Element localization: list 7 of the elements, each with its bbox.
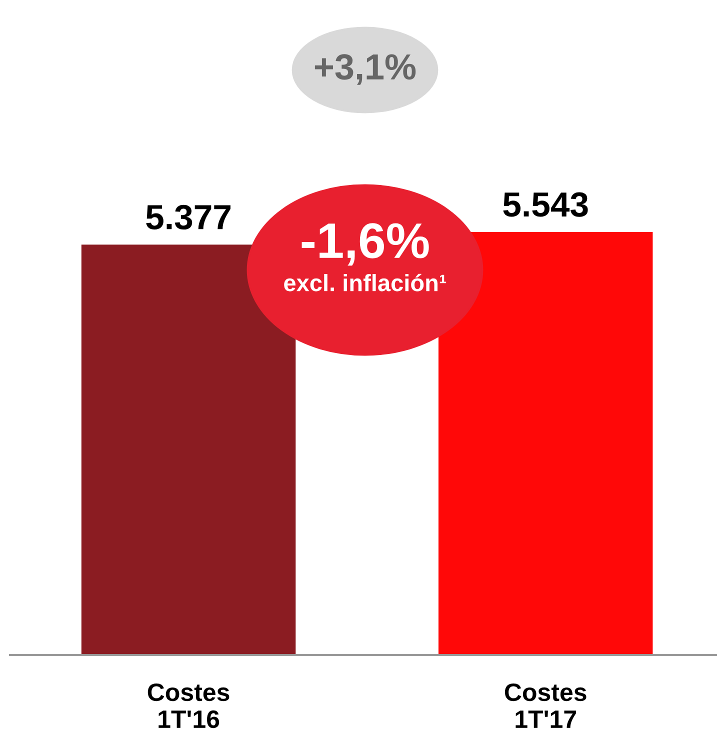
text: +3,1% xyxy=(314,54,416,85)
data-label: 5.377 xyxy=(146,204,230,230)
annotation: -1,6% xyxy=(302,223,429,266)
annotation: excl. inflación¹ xyxy=(284,274,446,292)
x-tick-label: Costes 1T'17 xyxy=(504,683,586,728)
x-tick-label: Costes 1T'16 xyxy=(148,683,230,728)
data-label: 5.543 xyxy=(503,192,588,217)
